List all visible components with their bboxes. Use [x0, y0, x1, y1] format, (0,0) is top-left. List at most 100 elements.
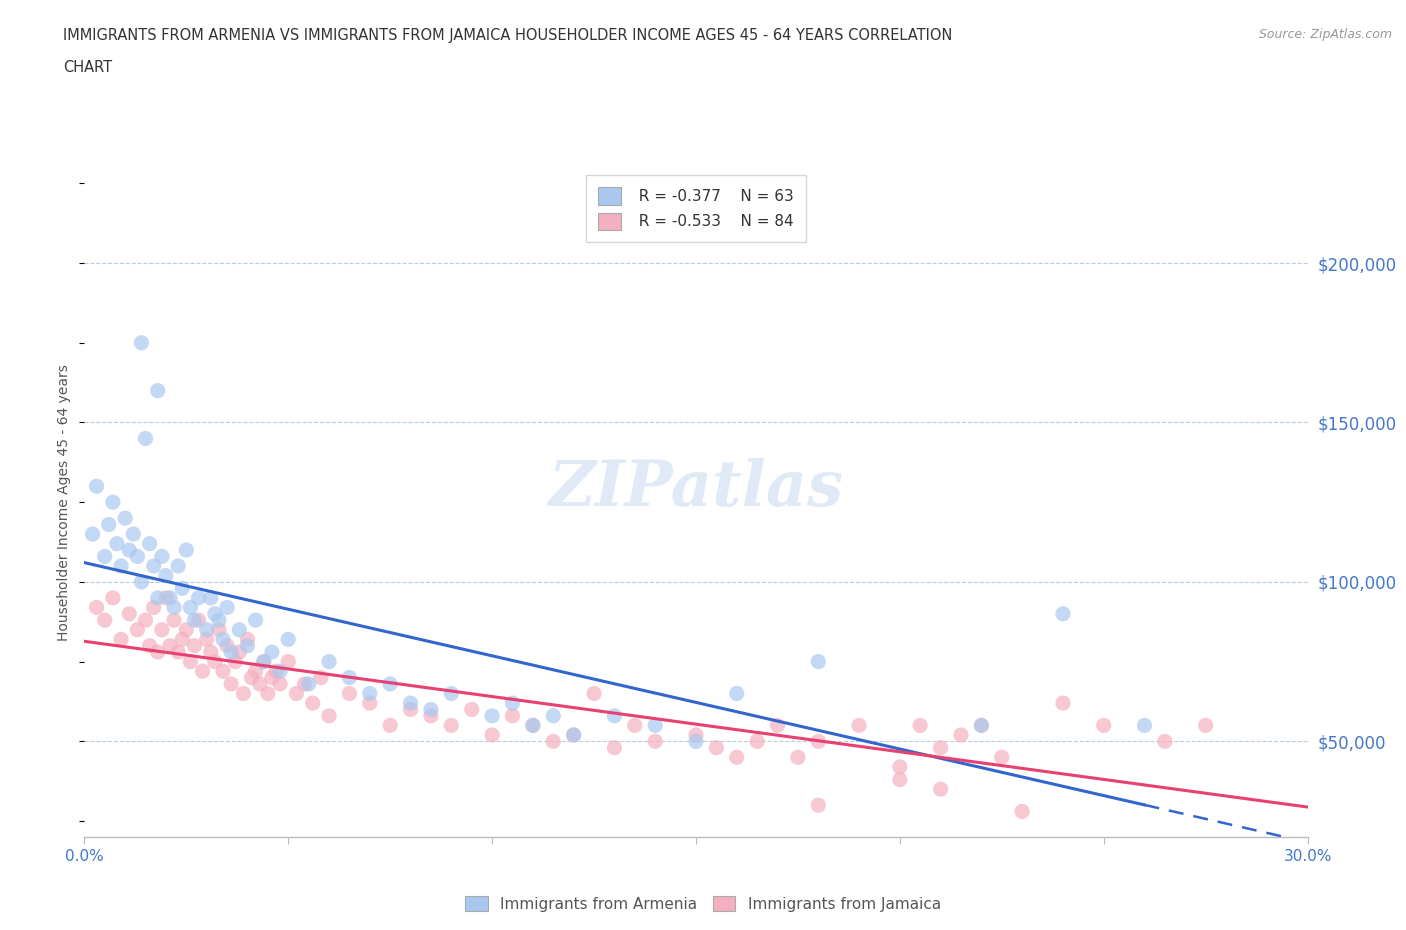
Point [179, 654, 201, 669]
Point [970, 718, 993, 733]
Point [122, 526, 145, 541]
Point [420, 702, 443, 717]
Point [183, 613, 205, 628]
Point [1154, 734, 1177, 749]
Point [224, 654, 246, 669]
Text: IMMIGRANTS FROM ARMENIA VS IMMIGRANTS FROM JAMAICA HOUSEHOLDER INCOME AGES 45 - : IMMIGRANTS FROM ARMENIA VS IMMIGRANTS FR… [63, 28, 953, 43]
Point [1092, 718, 1115, 733]
Point [142, 559, 165, 574]
Y-axis label: Householder Income Ages 45 - 64 years: Householder Income Ages 45 - 64 years [58, 364, 72, 641]
Point [93, 613, 117, 628]
Point [277, 654, 299, 669]
Point [93, 549, 117, 564]
Point [399, 702, 422, 717]
Point [562, 727, 585, 742]
Point [204, 606, 226, 621]
Point [339, 671, 361, 685]
Point [200, 591, 222, 605]
Point [766, 718, 789, 733]
Point [644, 718, 666, 733]
Point [269, 664, 291, 679]
Point [359, 696, 381, 711]
Point [240, 671, 263, 685]
Point [236, 631, 259, 646]
Point [929, 782, 952, 797]
Point [380, 676, 402, 691]
Point [179, 600, 201, 615]
Point [1052, 696, 1074, 711]
Point [195, 622, 218, 637]
Point [127, 622, 149, 637]
Point [807, 654, 830, 669]
Text: ZIPatlas: ZIPatlas [548, 458, 844, 520]
Point [970, 718, 993, 733]
Point [86, 600, 108, 615]
Point [217, 600, 239, 615]
Point [138, 537, 160, 551]
Point [195, 631, 218, 646]
Point [217, 638, 239, 653]
Point [172, 581, 194, 596]
Point [991, 750, 1014, 764]
Point [150, 622, 173, 637]
Point [118, 606, 141, 621]
Point [260, 671, 283, 685]
Point [245, 613, 267, 628]
Legend:   R = -0.377    N = 63,   R = -0.533    N = 84: R = -0.377 N = 63, R = -0.533 N = 84 [586, 175, 806, 243]
Point [644, 734, 666, 749]
Point [253, 654, 276, 669]
Point [159, 591, 181, 605]
Point [318, 654, 340, 669]
Point [163, 600, 186, 615]
Point [208, 622, 231, 637]
Point [624, 718, 647, 733]
Point [146, 644, 169, 659]
Point [543, 734, 565, 749]
Point [131, 575, 153, 590]
Legend: Immigrants from Armenia, Immigrants from Jamaica: Immigrants from Armenia, Immigrants from… [458, 890, 948, 918]
Point [167, 644, 190, 659]
Point [1011, 804, 1033, 819]
Point [150, 549, 173, 564]
Point [562, 727, 585, 742]
Point [1052, 606, 1074, 621]
Point [135, 431, 157, 445]
Point [183, 638, 205, 653]
Point [101, 591, 124, 605]
Point [277, 631, 299, 646]
Point [138, 638, 160, 653]
Point [155, 591, 177, 605]
Point [1195, 718, 1218, 733]
Point [359, 686, 381, 701]
Point [543, 709, 565, 724]
Point [420, 709, 443, 724]
Point [481, 709, 503, 724]
Point [301, 696, 323, 711]
Point [950, 727, 973, 742]
Point [212, 664, 235, 679]
Point [131, 336, 153, 351]
Point [502, 709, 524, 724]
Point [245, 664, 267, 679]
Point [461, 702, 484, 717]
Point [685, 734, 707, 749]
Point [187, 591, 209, 605]
Point [187, 613, 209, 628]
Point [309, 671, 332, 685]
Point [127, 549, 149, 564]
Point [339, 686, 361, 701]
Point [807, 734, 830, 749]
Text: Source: ZipAtlas.com: Source: ZipAtlas.com [1258, 28, 1392, 41]
Point [212, 631, 235, 646]
Point [264, 664, 287, 679]
Point [110, 559, 132, 574]
Point [86, 479, 108, 494]
Point [118, 542, 141, 557]
Point [318, 709, 340, 724]
Point [481, 727, 503, 742]
Point [725, 686, 748, 701]
Point [172, 631, 194, 646]
Point [219, 644, 242, 659]
Point [787, 750, 810, 764]
Point [82, 526, 104, 541]
